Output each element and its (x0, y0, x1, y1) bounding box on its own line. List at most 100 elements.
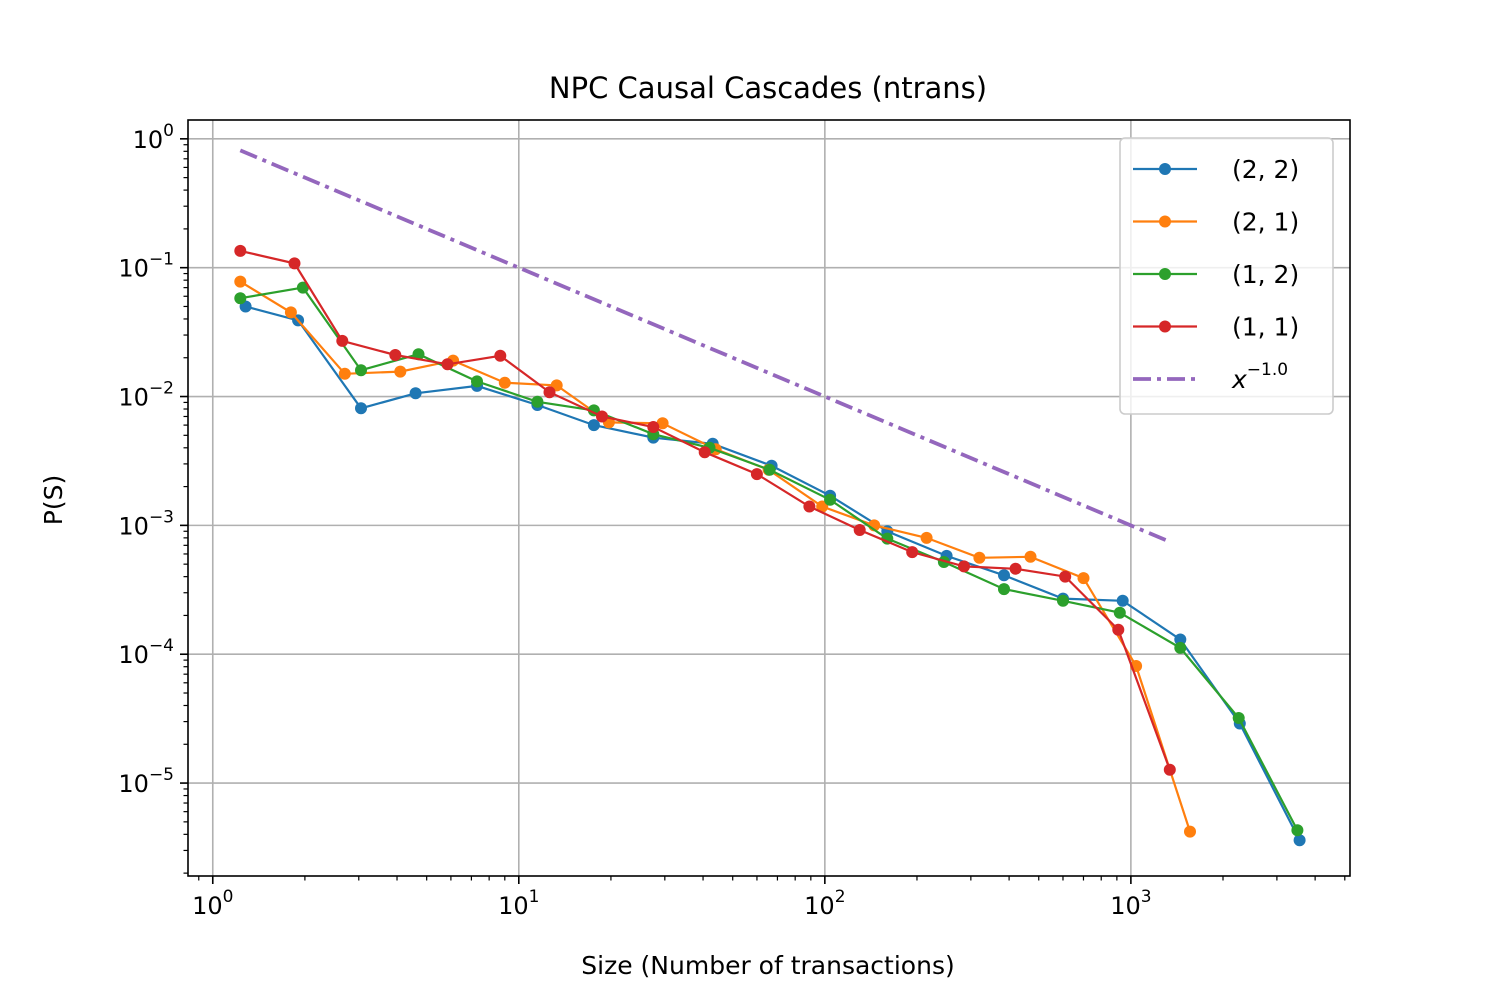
y-axis-label: P(S) (39, 475, 68, 525)
y-tick-label-base: 10 (118, 512, 149, 540)
legend-marker (1159, 163, 1171, 175)
data-point (234, 244, 247, 257)
x-tick-label: 100 (192, 887, 233, 920)
data-point (1174, 641, 1187, 654)
series-4 (239, 148, 1171, 544)
data-point (1232, 712, 1245, 724)
legend-label: (2, 2) (1232, 155, 1299, 184)
x-tick-label-exp: 2 (835, 887, 846, 907)
legend-label-base: x (1231, 365, 1247, 394)
data-point (1009, 562, 1022, 575)
y-tick-label: 10−4 (118, 636, 174, 669)
data-point (1184, 825, 1196, 838)
data-point (853, 524, 866, 536)
data-point (355, 364, 367, 377)
data-point (543, 386, 556, 399)
y-tick-label-base: 10 (118, 770, 149, 798)
data-point (587, 419, 600, 432)
data-point (412, 348, 425, 361)
x-tick-label: 102 (804, 887, 845, 920)
data-point (355, 402, 367, 415)
y-tick-label: 10−3 (118, 507, 174, 540)
data-point (441, 358, 454, 371)
x-tick-label: 101 (498, 887, 539, 920)
data-point (824, 493, 837, 506)
y-tick-label-base: 10 (118, 384, 149, 412)
data-point (498, 376, 511, 389)
y-tick-label-exp: −2 (149, 379, 174, 399)
data-point (1057, 594, 1069, 607)
legend: (2, 2) (2, 1) (1, 2) (1, 1) x−1.0 (1119, 137, 1334, 415)
data-point (1112, 623, 1125, 636)
legend-label: (1, 2) (1232, 260, 1299, 289)
data-point (698, 446, 711, 459)
data-point (920, 531, 933, 544)
y-tick-label: 10−5 (118, 765, 174, 798)
y-tick-label-exp: −4 (149, 636, 174, 656)
data-point (750, 468, 763, 481)
y-tick-label-exp: −3 (149, 507, 174, 527)
x-axis-label: Size (Number of transactions) (581, 951, 954, 980)
legend-label: x−1.0 (1231, 360, 1288, 394)
legend-item-3: (1, 1) (1133, 313, 1299, 342)
y-tick-label-base: 10 (118, 255, 149, 283)
data-point (1059, 570, 1072, 583)
y-tick-label-exp: −5 (149, 765, 174, 785)
data-point (816, 500, 829, 513)
series-line (239, 148, 1171, 544)
data-point (234, 292, 247, 305)
data-point (234, 275, 247, 288)
data-point (1113, 606, 1126, 619)
data-point (338, 367, 351, 380)
x-tick-label-exp: 1 (529, 887, 540, 907)
data-point (531, 395, 544, 408)
series-3 (234, 244, 1176, 776)
data-point (409, 387, 422, 400)
x-tick-label-base: 10 (804, 892, 835, 920)
x-tick-label-exp: 3 (1141, 887, 1152, 907)
x-tick-label-base: 10 (1110, 892, 1141, 920)
data-point (1174, 633, 1187, 646)
data-point (1077, 572, 1090, 585)
y-tick-label-base: 10 (118, 641, 149, 669)
data-point (647, 421, 660, 433)
chart-title: NPC Causal Cascades (ntrans) (549, 71, 987, 105)
legend-item-1: (2, 1) (1133, 208, 1299, 237)
series-layer (234, 148, 1306, 847)
data-point (763, 463, 776, 476)
legend-marker (1159, 320, 1171, 333)
data-point (1163, 763, 1176, 776)
legend-box (1119, 137, 1334, 415)
y-tick-label-exp: −1 (149, 250, 174, 270)
legend-item-0: (2, 2) (1133, 155, 1299, 184)
data-point (973, 551, 986, 564)
data-point (1293, 834, 1306, 847)
data-point (881, 532, 894, 545)
x-tick-label-exp: 0 (223, 887, 234, 907)
data-point (284, 306, 297, 319)
data-point (656, 417, 669, 430)
data-point (906, 546, 919, 559)
legend-label-exp: −1.0 (1247, 360, 1288, 380)
data-point (1291, 824, 1304, 837)
y-tick-label: 100 (133, 121, 174, 154)
y-tick-label: 10−2 (118, 379, 174, 412)
data-point (336, 334, 349, 347)
legend-item-4: x−1.0 (1133, 360, 1288, 394)
data-point (296, 281, 309, 294)
legend-label: (2, 1) (1232, 208, 1299, 237)
data-point (394, 365, 407, 378)
plot-frame (187, 119, 1351, 877)
data-point (1116, 594, 1129, 607)
data-point (998, 569, 1010, 582)
y-tick-label-base: 10 (133, 126, 164, 154)
x-tick-label-base: 10 (192, 892, 223, 920)
data-point (998, 583, 1010, 596)
legend-marker (1159, 215, 1171, 228)
data-point (471, 375, 483, 388)
legend-label: (1, 1) (1232, 313, 1299, 342)
data-point (494, 349, 507, 362)
y-tick-label-exp: 0 (163, 121, 174, 141)
